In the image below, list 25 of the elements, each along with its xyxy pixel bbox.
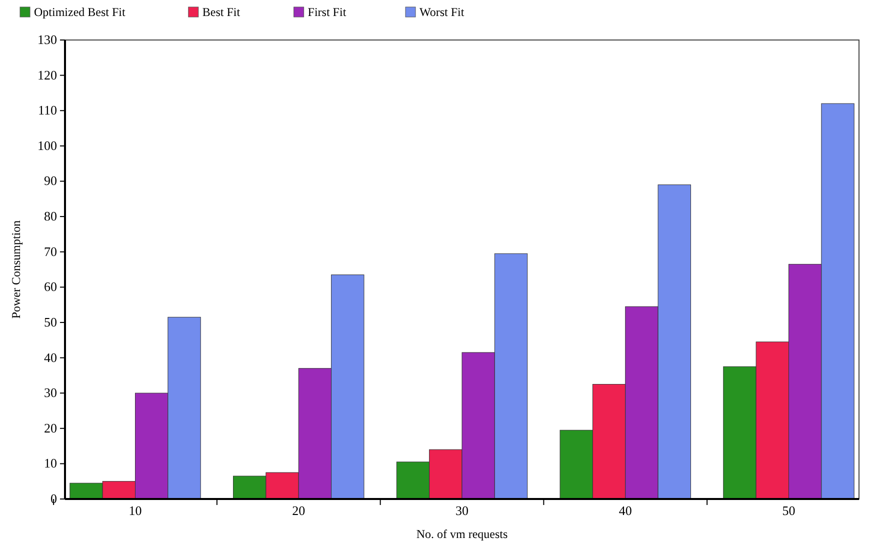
legend-label: Worst Fit [420, 5, 465, 19]
y-tick-label: 130 [38, 32, 57, 47]
x-tick-label: 50 [782, 503, 796, 518]
x-tick-label: 30 [456, 503, 468, 518]
y-tick-label: 110 [38, 102, 57, 118]
legend-label: Best Fit [202, 5, 241, 19]
x-axis-title: No. of vm requests [416, 527, 508, 541]
x-tick-label: 40 [618, 503, 632, 518]
x-tick-label: 10 [128, 503, 142, 518]
y-tick-label: 80 [44, 208, 57, 224]
y-tick-label: 40 [44, 350, 57, 365]
y-tick-label: 70 [44, 244, 57, 259]
x-tick-label: 20 [292, 503, 306, 518]
legend-label: First Fit [308, 5, 347, 19]
y-tick-label: 120 [38, 67, 57, 82]
y-tick-label: 0 [50, 491, 57, 506]
y-axis-title: Power Consumption [9, 220, 23, 319]
y-tick-label: 20 [44, 420, 57, 436]
y-tick-label: 30 [44, 385, 57, 400]
y-tick-label: 100 [38, 138, 57, 153]
y-tick-label: 50 [44, 314, 57, 330]
legend-label: Optimized Best Fit [34, 5, 126, 19]
y-tick-label: 60 [44, 279, 57, 294]
y-tick-label: 10 [44, 456, 57, 471]
y-tick-label: 90 [44, 173, 57, 188]
